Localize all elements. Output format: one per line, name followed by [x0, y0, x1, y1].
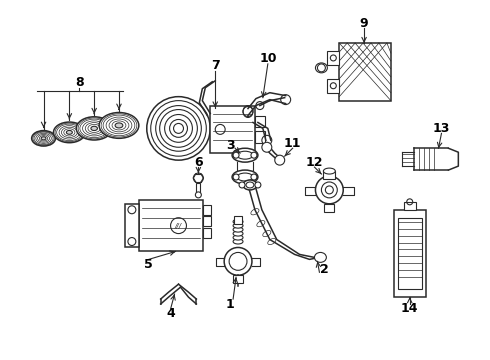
- Ellipse shape: [232, 148, 258, 162]
- Bar: [394, 210, 426, 297]
- Text: 13: 13: [433, 122, 450, 135]
- Ellipse shape: [41, 137, 46, 140]
- Bar: [234, 216, 242, 224]
- Ellipse shape: [76, 117, 112, 140]
- Bar: [327, 79, 339, 93]
- Bar: [324, 204, 334, 212]
- Ellipse shape: [233, 231, 243, 236]
- Ellipse shape: [53, 122, 85, 143]
- Ellipse shape: [99, 113, 139, 138]
- Bar: [210, 105, 255, 153]
- Ellipse shape: [91, 126, 98, 131]
- Text: 7: 7: [211, 59, 220, 72]
- Ellipse shape: [66, 130, 73, 134]
- Ellipse shape: [233, 219, 243, 224]
- Bar: [255, 116, 265, 127]
- Bar: [255, 131, 265, 143]
- Circle shape: [196, 192, 201, 198]
- Circle shape: [251, 174, 257, 180]
- Text: 1: 1: [226, 297, 235, 311]
- Circle shape: [224, 247, 252, 275]
- Text: 10: 10: [259, 53, 276, 66]
- Ellipse shape: [32, 131, 55, 146]
- Bar: [327, 51, 339, 65]
- Text: 4: 4: [166, 307, 175, 320]
- Bar: [398, 218, 421, 289]
- Text: 2: 2: [320, 263, 329, 276]
- Ellipse shape: [315, 252, 326, 262]
- Text: 9: 9: [360, 17, 368, 30]
- Ellipse shape: [232, 170, 258, 184]
- Circle shape: [316, 176, 343, 204]
- Text: 3: 3: [226, 139, 234, 152]
- Ellipse shape: [243, 180, 257, 190]
- Ellipse shape: [233, 227, 243, 232]
- Ellipse shape: [233, 235, 243, 240]
- Text: ///: ///: [175, 222, 182, 229]
- Circle shape: [275, 155, 285, 165]
- Ellipse shape: [115, 123, 123, 128]
- Bar: [339, 43, 391, 100]
- Circle shape: [239, 182, 245, 188]
- Circle shape: [194, 173, 203, 183]
- Text: 11: 11: [284, 137, 301, 150]
- Bar: [125, 204, 139, 247]
- Ellipse shape: [316, 63, 327, 73]
- Circle shape: [233, 174, 239, 180]
- Text: 5: 5: [145, 258, 153, 271]
- Circle shape: [251, 152, 257, 158]
- Bar: [404, 202, 416, 210]
- Bar: [203, 228, 211, 238]
- Text: 8: 8: [75, 76, 84, 89]
- Circle shape: [233, 152, 239, 158]
- Bar: [139, 200, 203, 251]
- Bar: [203, 216, 211, 226]
- Bar: [233, 275, 243, 283]
- Bar: [323, 171, 335, 179]
- Bar: [203, 205, 211, 215]
- Bar: [196, 183, 200, 193]
- Circle shape: [262, 142, 272, 152]
- Ellipse shape: [323, 168, 335, 174]
- Text: 12: 12: [306, 156, 323, 168]
- Ellipse shape: [233, 239, 243, 244]
- Circle shape: [255, 182, 261, 188]
- Ellipse shape: [233, 223, 243, 228]
- Text: 14: 14: [401, 302, 418, 315]
- Text: 6: 6: [194, 156, 203, 168]
